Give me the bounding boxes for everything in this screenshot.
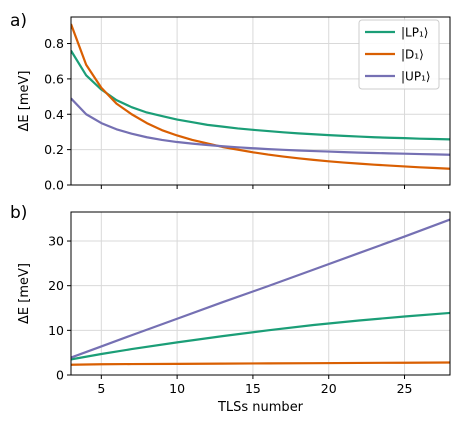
panel-a-ticks: 0.0 0.2 0.4 0.6 0.8 <box>44 36 406 193</box>
series-line-0 <box>71 311 450 361</box>
panel-a-frame <box>70 16 451 186</box>
panel-b-y-axis-label: ΔE [meV] <box>17 263 32 324</box>
y-tick-label: 0.8 <box>44 36 64 51</box>
y-tick-label: 0.6 <box>44 71 64 86</box>
series-line-2 <box>71 218 450 359</box>
x-tick-label: 5 <box>97 381 105 396</box>
panel-a-label: a) <box>10 11 27 31</box>
y-tick-label: 0.0 <box>44 178 64 193</box>
panel-b-label: b) <box>10 203 27 223</box>
series-line-2 <box>71 97 450 156</box>
legend-items: |LP₁⟩ |D₁⟩ |UP₁⟩ <box>365 26 431 84</box>
y-tick-label: 10 <box>48 323 64 338</box>
panel-b-ticks: 5 10 15 20 25 0 10 20 30 <box>48 234 412 396</box>
legend-label: |LP₁⟩ <box>401 26 428 40</box>
panel-a-lines <box>71 23 450 170</box>
y-tick-label: 30 <box>48 234 64 249</box>
series-line-1 <box>71 23 450 170</box>
series-line-1 <box>71 361 450 366</box>
panel-a: a) 0.0 0.2 0.4 0.6 0.8 ΔE [meV] |LP₁⟩ |D₁⟩ |UP… <box>10 11 451 193</box>
panel-b-frame <box>70 211 451 376</box>
panel-a-y-axis-label: ΔE [meV] <box>17 71 32 132</box>
legend-label: |D₁⟩ <box>401 48 424 62</box>
x-tick-label: 20 <box>321 381 337 396</box>
legend-label: |UP₁⟩ <box>401 70 431 84</box>
y-tick-label: 0.4 <box>44 107 64 122</box>
x-tick-label: 25 <box>397 381 413 396</box>
legend-box <box>358 19 440 90</box>
panel-b-x-axis-label: TLSs number <box>217 400 304 415</box>
y-tick-label: 0.2 <box>44 142 64 157</box>
panel-b: b) 5 10 15 20 25 0 10 20 30 ΔE [meV] TLSs number <box>10 203 451 415</box>
y-tick-label: 20 <box>48 278 64 293</box>
x-tick-label: 15 <box>245 381 261 396</box>
x-tick-label: 10 <box>169 381 185 396</box>
panel-b-lines <box>71 218 450 366</box>
y-tick-label: 0 <box>56 368 64 383</box>
panel-a-legend: |LP₁⟩ |D₁⟩ |UP₁⟩ <box>358 19 440 90</box>
series-line-0 <box>71 50 450 141</box>
